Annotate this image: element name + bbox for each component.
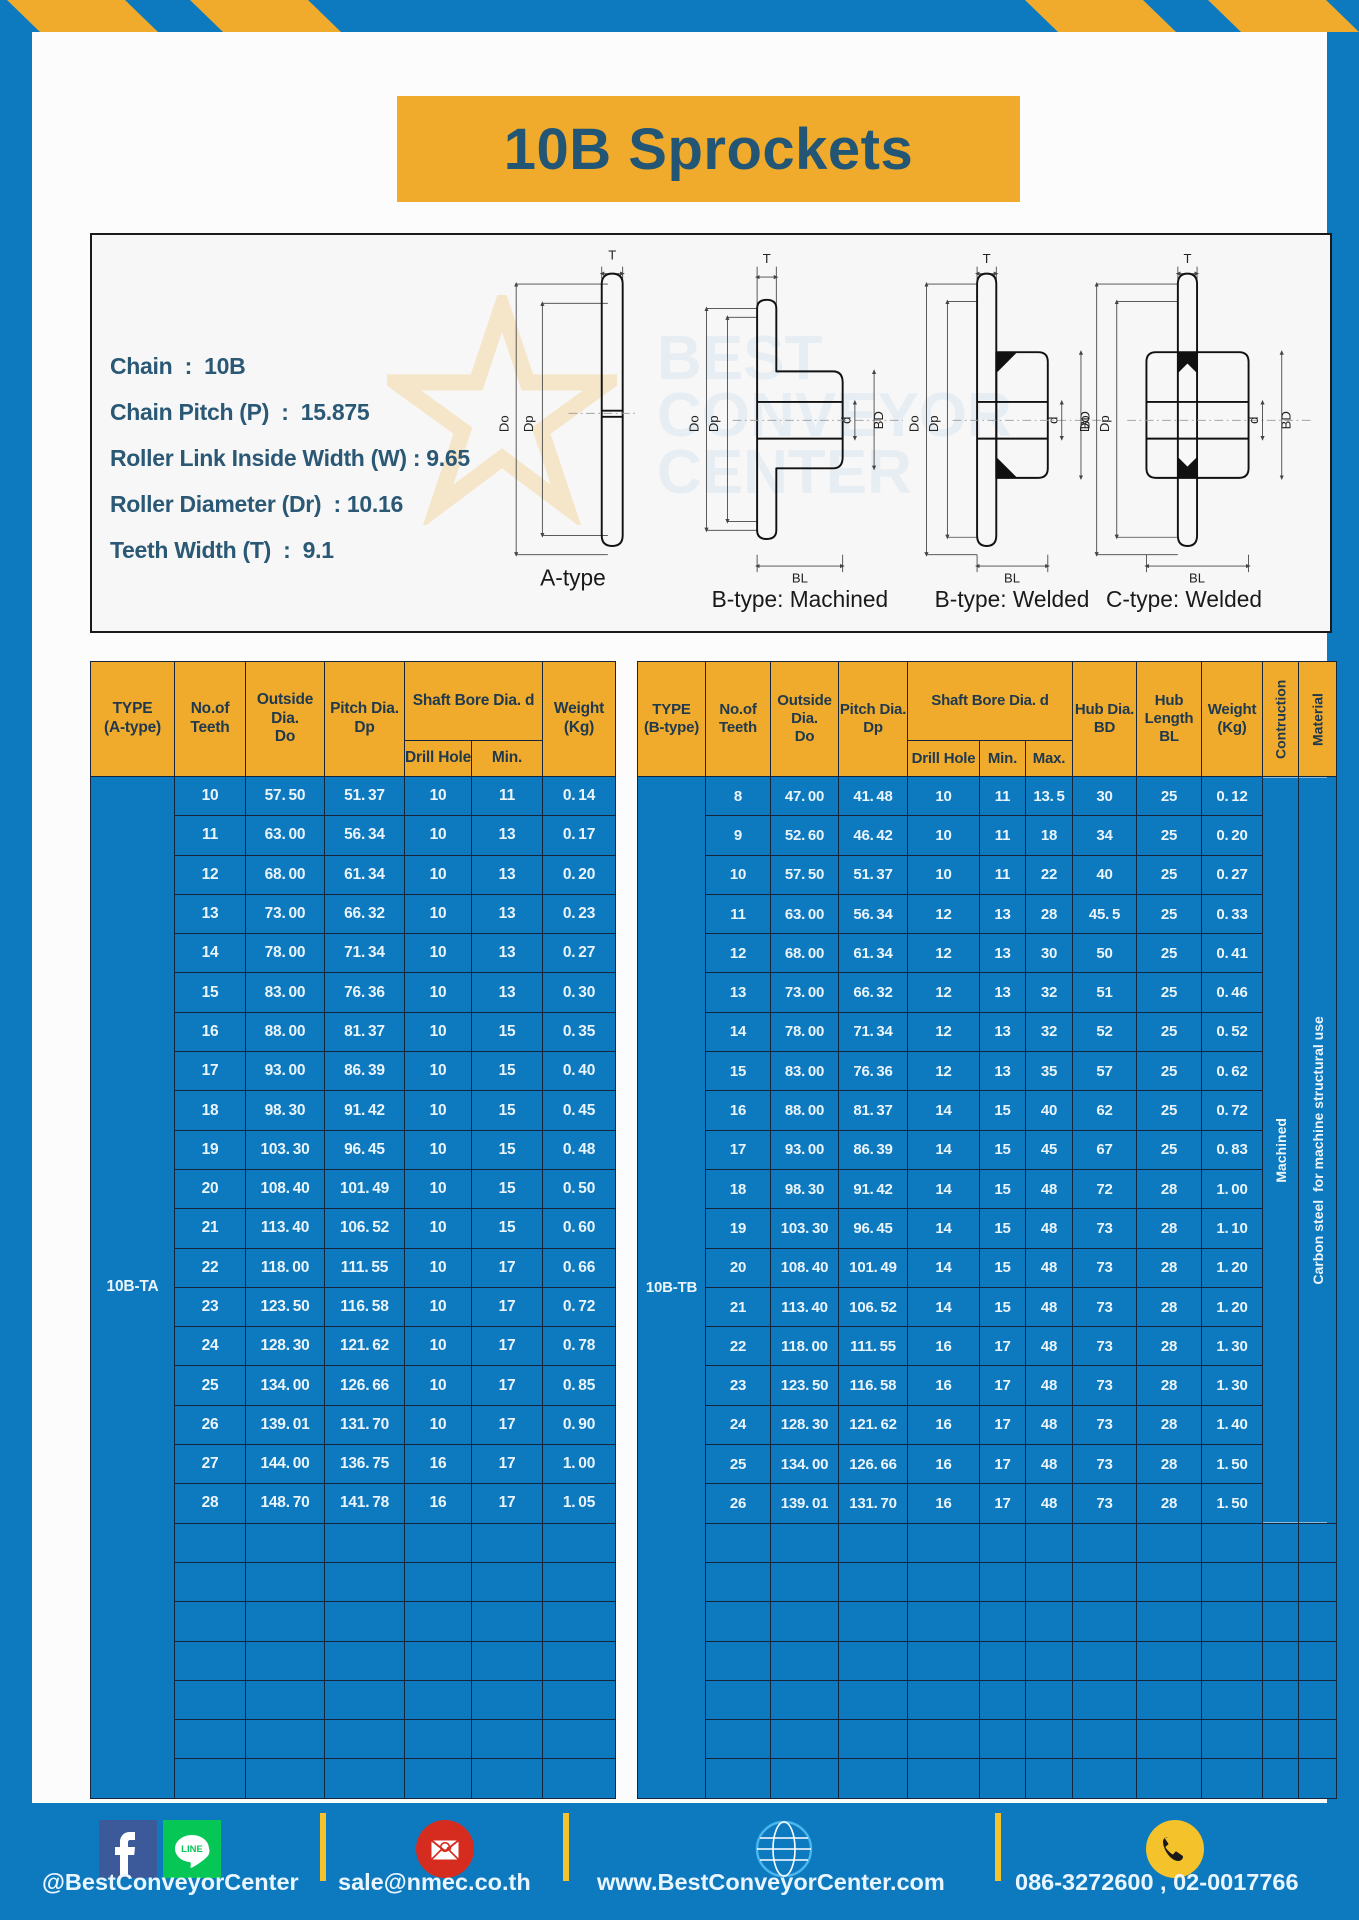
svg-text:Do: Do bbox=[1077, 415, 1092, 432]
svg-text:d: d bbox=[1246, 417, 1261, 424]
svg-text:BL: BL bbox=[1004, 571, 1020, 586]
svg-text:B-type: Welded: B-type: Welded bbox=[935, 586, 1090, 612]
svg-text:d: d bbox=[1045, 417, 1060, 424]
svg-text:BD: BD bbox=[871, 411, 886, 429]
svg-text:Dp: Dp bbox=[706, 415, 721, 432]
svg-text:Dp: Dp bbox=[521, 415, 536, 432]
svg-text:LINE: LINE bbox=[181, 1844, 203, 1855]
svg-text:Dp: Dp bbox=[1097, 415, 1112, 432]
svg-text:A-type: A-type bbox=[540, 564, 606, 590]
svg-text:BD: BD bbox=[1278, 411, 1293, 429]
svg-text:T: T bbox=[608, 248, 616, 263]
svg-text:C-type: Welded: C-type: Welded bbox=[1106, 586, 1262, 612]
svg-text:BL: BL bbox=[1189, 571, 1205, 586]
svg-text:BL: BL bbox=[792, 571, 808, 586]
svg-text:T: T bbox=[983, 251, 991, 266]
svg-text:Do: Do bbox=[496, 415, 511, 432]
svg-text:Dp: Dp bbox=[926, 415, 941, 432]
svg-text:T: T bbox=[1183, 251, 1191, 266]
svg-text:Do: Do bbox=[907, 415, 922, 432]
svg-text:d: d bbox=[839, 417, 854, 424]
svg-text:B-type: Machined: B-type: Machined bbox=[712, 586, 889, 612]
svg-text:T: T bbox=[763, 251, 771, 266]
svg-text:Do: Do bbox=[687, 415, 702, 432]
